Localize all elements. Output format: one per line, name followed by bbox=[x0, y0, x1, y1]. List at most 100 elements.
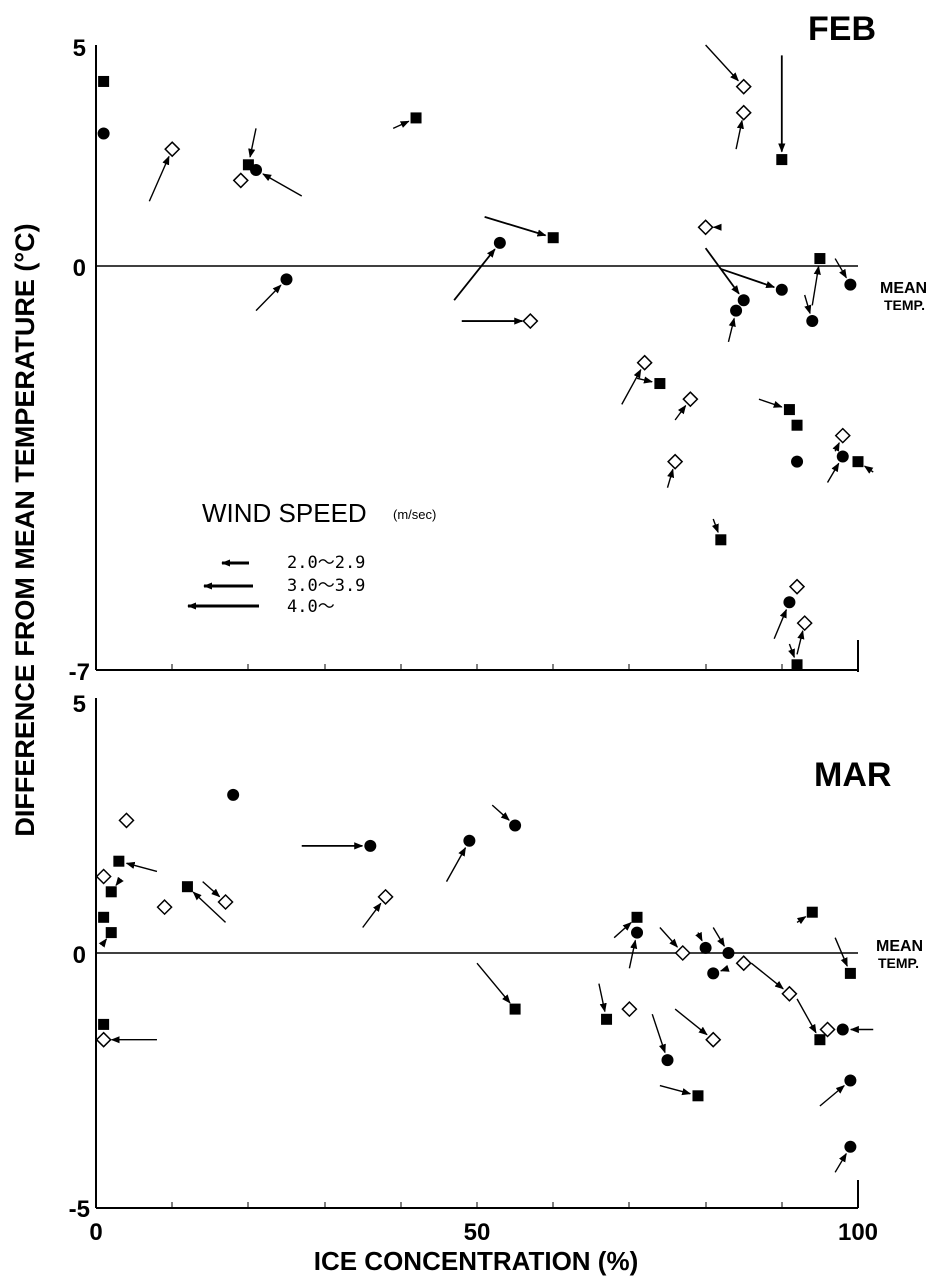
mar-wind-arrow bbox=[362, 902, 382, 928]
mar-ytick-0: 0 bbox=[73, 942, 86, 969]
feb-ytick-0: 0 bbox=[73, 255, 86, 282]
feb-ytick-minus7: -7 bbox=[69, 659, 90, 686]
feb-point-square bbox=[814, 253, 826, 265]
xtick-0: 0 bbox=[89, 1219, 102, 1246]
feb-wind-arrow bbox=[666, 468, 675, 488]
feb-point-diamond bbox=[735, 104, 752, 121]
mar-wind-arrow bbox=[98, 938, 108, 948]
mar-point-diamond bbox=[819, 1021, 836, 1038]
mar-point-circle bbox=[844, 1140, 857, 1153]
mar-wind-arrow bbox=[712, 927, 725, 947]
mar-point-square bbox=[509, 1003, 521, 1015]
feb-wind-arrow bbox=[834, 258, 847, 279]
mar-point-circle bbox=[227, 788, 240, 801]
feb-point-square bbox=[242, 159, 254, 171]
feb-point-diamond bbox=[735, 78, 752, 95]
feb-wind-arrow bbox=[484, 216, 547, 237]
feb-point-diamond bbox=[164, 141, 181, 158]
mar-point-circle bbox=[463, 834, 476, 847]
feb-point-circle bbox=[250, 164, 263, 176]
feb-point-square bbox=[654, 378, 666, 390]
xtick-50: 50 bbox=[464, 1219, 491, 1246]
feb-wind-arrow bbox=[720, 268, 776, 289]
feb-point-circle bbox=[783, 596, 796, 609]
mar-ytick-5: 5 bbox=[73, 691, 86, 718]
mar-point-circle bbox=[844, 1074, 857, 1087]
mar-point-circle bbox=[722, 947, 735, 959]
mar-wind-arrow bbox=[659, 1084, 692, 1096]
feb-wind-arrow bbox=[727, 317, 736, 343]
xtick-100: 100 bbox=[838, 1219, 878, 1246]
mar-point-square bbox=[814, 1034, 826, 1046]
mar-point-diamond bbox=[674, 944, 691, 962]
mar-wind-arrow bbox=[628, 939, 638, 969]
legend-title: WIND SPEED bbox=[202, 498, 367, 528]
mar-point-square bbox=[105, 886, 117, 898]
mar-ytick-minus5: -5 bbox=[69, 1196, 90, 1223]
mar-point-square bbox=[601, 1013, 613, 1025]
mar-point-diamond bbox=[118, 812, 135, 829]
mar-point-diamond bbox=[95, 868, 112, 885]
mar-wind-arrow bbox=[476, 962, 511, 1004]
feb-point-circle bbox=[97, 127, 110, 140]
feb-wind-arrow bbox=[704, 247, 740, 295]
mar-wind-arrow bbox=[125, 861, 158, 873]
mar-point-circle bbox=[661, 1054, 674, 1067]
mar-panel-title: MAR bbox=[814, 756, 891, 794]
mar-point-circle bbox=[364, 839, 377, 852]
mar-point-square bbox=[98, 1018, 110, 1030]
feb-data-marks bbox=[97, 44, 874, 671]
feb-point-square bbox=[98, 75, 110, 87]
legend-range-1: 2.0〜2.9 bbox=[287, 553, 365, 573]
feb-point-diamond bbox=[232, 172, 249, 189]
mar-wind-arrow bbox=[491, 804, 510, 821]
feb-point-circle bbox=[836, 450, 849, 463]
feb-wind-arrow bbox=[262, 173, 303, 197]
mar-point-square bbox=[806, 906, 818, 918]
feb-wind-arrow bbox=[811, 265, 821, 306]
feb-mean-label-1: MEAN bbox=[880, 280, 927, 297]
feb-wind-arrow bbox=[248, 128, 257, 158]
mar-mean-label-2: TEMP. bbox=[878, 955, 919, 971]
mar-wind-arrow bbox=[651, 1013, 666, 1054]
feb-point-diamond bbox=[796, 615, 813, 632]
feb-point-square bbox=[547, 232, 559, 244]
mar-point-diamond bbox=[377, 888, 394, 905]
legend-units: (m/sec) bbox=[393, 507, 436, 522]
feb-wind-arrow bbox=[453, 248, 496, 301]
feb-point-square bbox=[776, 154, 788, 166]
feb-point-circle bbox=[806, 315, 819, 328]
feb-point-circle bbox=[280, 273, 293, 286]
mar-point-square bbox=[181, 881, 193, 893]
mar-point-square bbox=[98, 911, 110, 923]
mar-point-square bbox=[692, 1090, 704, 1102]
mar-point-circle bbox=[631, 926, 644, 939]
feb-wind-arrow bbox=[758, 398, 783, 408]
mar-point-diamond bbox=[217, 893, 234, 911]
mar-x-ticks bbox=[171, 1202, 783, 1208]
feb-point-diamond bbox=[834, 427, 851, 444]
mar-point-circle bbox=[836, 1023, 849, 1036]
mar-wind-arrow bbox=[202, 881, 221, 898]
feb-point-diamond bbox=[788, 578, 806, 595]
mar-point-diamond bbox=[735, 955, 752, 972]
mar-point-circle bbox=[699, 941, 712, 954]
mar-wind-arrow bbox=[834, 1152, 847, 1173]
feb-x-ticks bbox=[171, 664, 783, 670]
mar-mean-label-1: MEAN bbox=[876, 938, 923, 955]
feb-point-circle bbox=[775, 283, 788, 296]
feb-point-diamond bbox=[682, 391, 699, 408]
feb-point-square bbox=[715, 534, 727, 546]
mar-wind-arrow bbox=[192, 891, 227, 923]
mar-point-diamond bbox=[156, 899, 173, 916]
mar-wind-arrow bbox=[613, 922, 632, 939]
feb-wind-arrow bbox=[255, 284, 282, 312]
feb-mean-label-2: TEMP. bbox=[884, 297, 925, 313]
feb-point-square bbox=[410, 112, 422, 124]
mar-point-diamond bbox=[95, 1031, 112, 1048]
mar-point-square bbox=[113, 855, 125, 867]
legend-range-2: 3.0〜3.9 bbox=[287, 576, 365, 596]
feb-point-square bbox=[852, 456, 864, 468]
feb-panel-title: FEB bbox=[808, 10, 876, 48]
